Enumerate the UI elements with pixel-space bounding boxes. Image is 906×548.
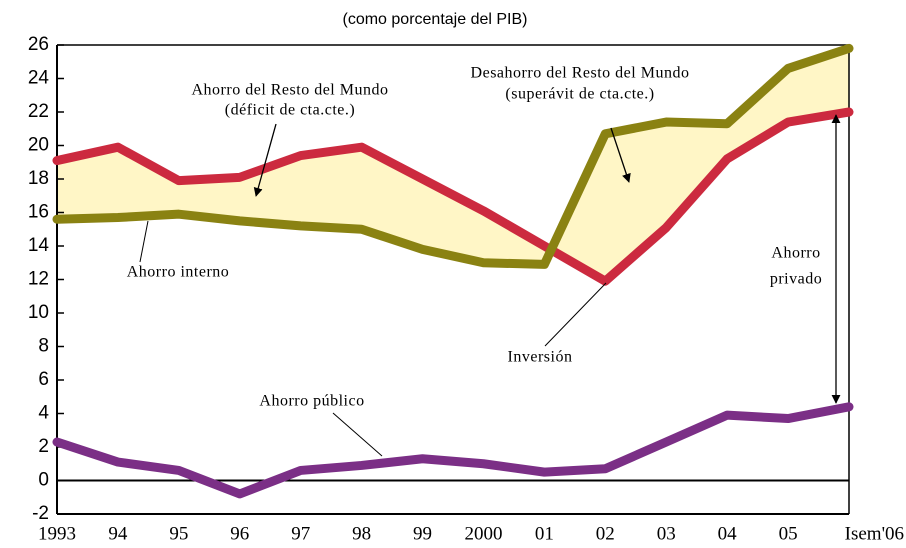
series-line	[52, 43, 854, 269]
leader-line	[544, 282, 607, 347]
y-tick-label: 4	[38, 403, 49, 424]
annotations: Ahorro del Resto del Mundo (déficit de c…	[127, 65, 822, 410]
gap-fill	[57, 48, 849, 282]
annotation: (déficit de cta.cte.)	[225, 102, 355, 119]
annotation: Ahorro	[771, 245, 820, 262]
y-tick-label: -2	[32, 503, 49, 524]
x-tick-label: 2000	[464, 523, 502, 544]
annotation: Desahorro del Resto del Mundo	[471, 65, 690, 82]
y-tick-label: 14	[28, 235, 50, 256]
y-tick-label: 20	[28, 135, 49, 156]
y-tick-label: 6	[38, 369, 49, 390]
arrow	[253, 123, 277, 197]
y-tick-label: 2	[38, 436, 49, 457]
series-line	[52, 107, 854, 286]
x-tick-label: 02	[596, 523, 615, 544]
x-tick-label: 05	[779, 523, 798, 544]
x-tick-label: 95	[169, 523, 188, 544]
annotation: Ahorro interno	[127, 264, 230, 281]
annotation: Ahorro del Resto del Mundo	[192, 82, 389, 99]
y-tick-label: 8	[38, 336, 49, 357]
annotation: privado	[770, 271, 822, 288]
annotation: Ahorro público	[259, 393, 364, 410]
chart-subtitle: (como porcentaje del PIB)	[343, 11, 528, 28]
x-tick-label: 94	[108, 523, 128, 544]
y-tick-label: 10	[28, 302, 49, 323]
x-tick-label: 97	[291, 523, 310, 544]
x-tick-label: Isem'06	[845, 523, 904, 544]
x-tick-label: 03	[657, 523, 676, 544]
x-tick-label: 99	[413, 523, 432, 544]
leader-line	[139, 220, 149, 263]
annotation: Inversión	[508, 349, 573, 366]
x-tick-label: 1993	[38, 523, 76, 544]
x-tick-label: 04	[718, 523, 738, 544]
annotation: (superávit de cta.cte.)	[505, 86, 654, 103]
y-tick-label: 16	[28, 202, 49, 223]
y-tick-label: 24	[28, 68, 50, 89]
y-tick-label: 18	[28, 168, 49, 189]
y-tick-label: 0	[38, 470, 49, 491]
arrow	[610, 127, 631, 183]
x-tick-label: 96	[230, 523, 249, 544]
y-tick-label: 12	[28, 269, 49, 290]
y-tick-label: 22	[28, 101, 49, 122]
x-tick-label: 98	[352, 523, 371, 544]
y-tick-label: 26	[28, 34, 49, 55]
leader-line	[332, 412, 383, 457]
series-line	[52, 402, 854, 499]
x-tick-label: 01	[535, 523, 554, 544]
